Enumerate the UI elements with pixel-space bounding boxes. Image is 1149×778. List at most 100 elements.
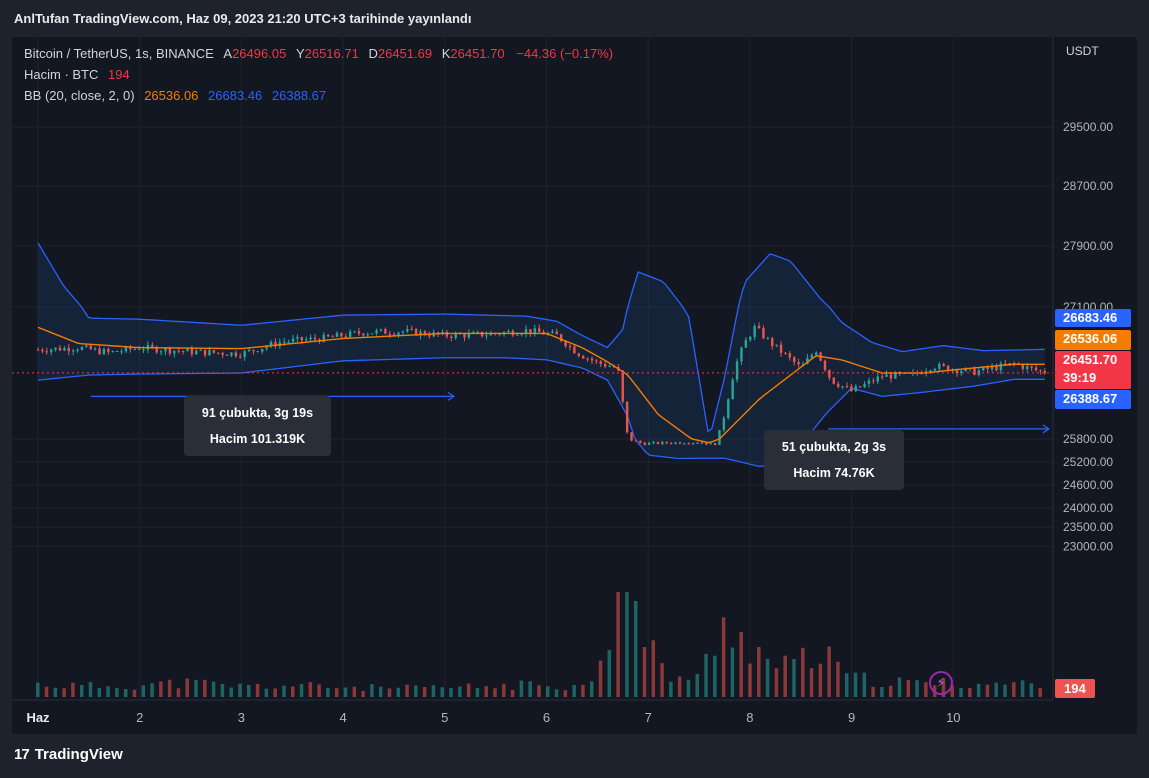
candle-body	[938, 363, 941, 369]
publish-header: AnlTufan TradingView.com, Haz 09, 2023 2…	[14, 11, 472, 26]
volume-bar	[88, 682, 93, 697]
volume-bar	[651, 640, 656, 697]
volume-bar	[669, 681, 673, 697]
bb-lower-value: 26388.67	[271, 88, 327, 103]
candle-body	[212, 350, 216, 353]
high-value: 26516.71	[304, 46, 359, 61]
candle-body	[221, 352, 224, 355]
candle-body	[524, 329, 528, 334]
candle-body	[269, 341, 273, 347]
volume-bar	[950, 685, 955, 697]
candle-body	[274, 341, 277, 347]
volume-bar	[229, 687, 233, 697]
currency-label[interactable]: USDT	[1066, 44, 1099, 58]
volume-bar	[326, 687, 330, 697]
volume-bar	[581, 684, 585, 697]
candle-body	[1034, 367, 1038, 371]
tradingview-footer[interactable]: 17 TradingView	[14, 746, 123, 763]
time-tick-label: 4	[339, 710, 346, 725]
volume-bar	[897, 677, 902, 697]
volume-bar	[79, 684, 84, 697]
candle-body	[296, 336, 299, 339]
candle-body	[559, 334, 563, 342]
bb-legend[interactable]: BB (20, close, 2, 0) 26536.06 26683.46 2…	[24, 88, 326, 103]
lightning-icon[interactable]: ⚡	[929, 671, 953, 695]
candle-body	[647, 442, 651, 445]
chart-panel[interactable]	[12, 37, 1137, 734]
candle-body	[454, 333, 457, 338]
volume-bar	[220, 683, 225, 697]
candle-body	[406, 328, 409, 332]
candle-body	[107, 349, 110, 352]
time-tick-label: 9	[848, 710, 855, 725]
candle-body	[445, 331, 449, 337]
candle-body	[656, 442, 660, 444]
price-tag-lower	[1055, 390, 1131, 409]
candle-body	[151, 344, 154, 347]
candle-body	[577, 353, 580, 357]
candle-body	[929, 370, 932, 372]
candle-body	[450, 336, 453, 338]
volume-bar	[792, 659, 796, 697]
candle-body	[836, 383, 840, 387]
volume-bar	[238, 683, 242, 697]
candle-body	[986, 367, 989, 370]
price-tag-upper	[1055, 309, 1131, 327]
volume-bar	[844, 673, 849, 697]
candle-body	[225, 354, 229, 356]
candle-body	[137, 348, 141, 350]
open-label: A	[223, 46, 233, 61]
candle-body	[472, 332, 475, 334]
price-tick-label: 29500.00	[1063, 120, 1113, 134]
bb-fill	[38, 243, 1045, 467]
candle-body	[858, 386, 862, 388]
volume-bar	[642, 647, 647, 697]
volume-bar	[906, 679, 911, 697]
candle-body	[326, 334, 330, 337]
candle-body	[485, 335, 488, 337]
candle-body	[784, 352, 787, 354]
volume-bar	[1029, 683, 1034, 697]
candle-body	[304, 339, 308, 341]
volume-bar	[440, 687, 444, 697]
candle-body	[625, 401, 629, 433]
candle-body	[1026, 366, 1029, 369]
volume-bar	[466, 683, 471, 697]
candle-body	[353, 331, 356, 333]
candle-body	[762, 328, 765, 339]
candle-body	[621, 370, 624, 402]
volume-bar	[871, 686, 875, 697]
volume-bar	[713, 655, 717, 697]
price-tick-label: 27900.00	[1063, 239, 1113, 253]
candle-body	[36, 349, 40, 351]
volume-legend[interactable]: Hacim · BTC 194	[24, 67, 130, 82]
candle-body	[384, 329, 387, 334]
price-tag-last-text: 26451.70	[1063, 352, 1117, 367]
candle-body	[568, 346, 572, 348]
volume-bar	[598, 660, 603, 697]
volume-bar	[414, 685, 418, 697]
time-tick-label: 7	[645, 710, 652, 725]
volume-bar	[405, 684, 409, 697]
candle-body	[854, 386, 857, 392]
volume-bar	[616, 592, 620, 697]
volume-bar	[528, 681, 532, 697]
candle-body	[309, 337, 312, 340]
candle-body	[80, 346, 84, 350]
volume-bar	[150, 683, 154, 697]
candle-body	[995, 366, 998, 371]
candle-body	[946, 365, 950, 371]
symbol-legend[interactable]: Bitcoin / TetherUS, 1s, BINANCE A26496.0…	[24, 46, 613, 61]
change-value: −44.36 (−0.17%)	[516, 46, 614, 61]
candle-body	[828, 369, 831, 378]
volume-bar	[686, 679, 691, 697]
candle-body	[691, 442, 695, 444]
volume-bar	[888, 685, 893, 697]
volume-bar	[853, 672, 858, 697]
candle-body	[102, 349, 106, 355]
candle-body	[45, 351, 48, 353]
volume-bar	[836, 661, 840, 697]
candle-body	[722, 417, 726, 431]
candle-body	[529, 329, 532, 334]
